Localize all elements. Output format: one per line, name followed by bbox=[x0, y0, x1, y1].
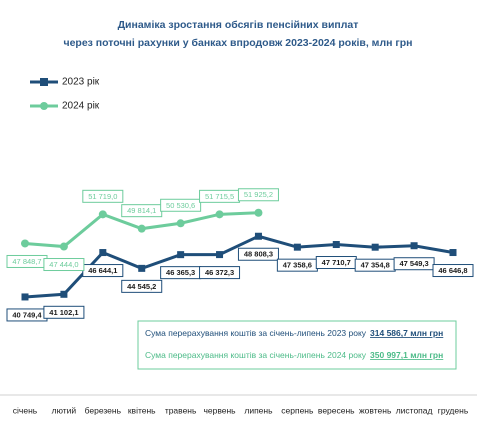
series-line bbox=[24, 234, 454, 299]
legend-label: 2023 рік bbox=[62, 77, 100, 88]
point-marker bbox=[138, 264, 146, 272]
chart-subtitle: через поточні рахунки у банках впродовж … bbox=[63, 37, 412, 49]
annotation-box bbox=[137, 320, 457, 370]
x-tick-label: квітень bbox=[128, 405, 156, 415]
point-marker bbox=[254, 208, 263, 217]
legend-label: 2024 рік bbox=[62, 101, 100, 112]
data-label: 48 808,3 bbox=[244, 250, 273, 259]
point-marker bbox=[332, 241, 340, 249]
x-tick-label: травень bbox=[165, 405, 197, 415]
data-label-box bbox=[237, 247, 279, 261]
x-tick-label: липень bbox=[244, 405, 273, 415]
data-label: 46 646,8 bbox=[438, 266, 467, 275]
data-label: 46 372,3 bbox=[205, 268, 234, 277]
data-label: 47 848,7 bbox=[12, 257, 41, 266]
x-tick-label: листопад bbox=[396, 405, 433, 415]
data-label: 44 545,2 bbox=[127, 282, 156, 291]
data-label: 47 444,0 bbox=[49, 260, 78, 269]
point-marker bbox=[449, 249, 457, 257]
point-marker bbox=[137, 224, 146, 233]
point-marker bbox=[60, 290, 68, 298]
point-marker bbox=[410, 242, 418, 250]
x-tick-label: червень bbox=[203, 405, 236, 415]
data-label: 51 925,2 bbox=[244, 190, 273, 199]
data-label: 47 549,3 bbox=[399, 259, 428, 268]
point-marker bbox=[371, 243, 379, 251]
annotation: Сума перерахування коштів за січень-липе… bbox=[145, 350, 443, 360]
x-tick-label: січень bbox=[13, 405, 38, 415]
data-label-box bbox=[82, 189, 124, 203]
annotation-value: 350 997,1 млн грн bbox=[370, 350, 443, 360]
data-label-box bbox=[237, 188, 279, 202]
annotation-text: Сума перерахування коштів за січень-липе… bbox=[145, 328, 367, 338]
x-tick-label: березень bbox=[85, 405, 122, 415]
x-tick-label: серпень bbox=[281, 405, 314, 415]
annotation-value: 314 586,7 млн грн bbox=[370, 328, 443, 338]
data-label: 51 719,0 bbox=[88, 192, 117, 201]
data-label-box bbox=[432, 264, 474, 278]
chart-title: Динаміка зростання обсягів пенсійних вип… bbox=[118, 19, 359, 31]
data-label: 40 749,4 bbox=[12, 310, 42, 319]
data-label-box bbox=[393, 257, 435, 271]
annotation: Сума перерахування коштів за січень-липе… bbox=[145, 328, 443, 338]
data-label: 50 530,6 bbox=[166, 201, 195, 210]
point-marker bbox=[215, 210, 224, 219]
point-marker bbox=[177, 251, 185, 259]
point-marker bbox=[99, 249, 107, 257]
data-label: 47 358,6 bbox=[283, 261, 312, 270]
data-label: 51 715,5 bbox=[205, 192, 234, 201]
data-label-box bbox=[121, 279, 163, 293]
point-marker bbox=[98, 210, 107, 219]
data-label-box bbox=[160, 198, 202, 212]
data-label-box bbox=[199, 266, 241, 280]
point-marker bbox=[59, 242, 68, 251]
legend-marker bbox=[40, 78, 48, 86]
x-tick-label: вересень bbox=[318, 405, 355, 415]
data-label: 47 710,7 bbox=[322, 258, 351, 267]
point-marker bbox=[21, 239, 29, 248]
data-label-box bbox=[43, 305, 85, 319]
point-marker bbox=[176, 219, 185, 228]
point-marker bbox=[293, 243, 301, 251]
data-label: 49 814,1 bbox=[127, 206, 156, 215]
x-tick-label: грудень bbox=[438, 405, 469, 415]
point-marker bbox=[254, 232, 262, 240]
point-marker bbox=[216, 251, 224, 259]
data-label: 41 102,1 bbox=[49, 308, 78, 317]
x-tick-label: жовтень bbox=[359, 405, 392, 415]
data-label: 46 365,3 bbox=[166, 268, 195, 277]
data-label: 47 354,8 bbox=[361, 261, 390, 270]
legend-marker bbox=[40, 102, 48, 110]
x-tick-label: лютий bbox=[52, 405, 77, 415]
point-marker bbox=[21, 293, 29, 301]
data-label: 46 644,1 bbox=[88, 266, 117, 275]
annotation-text: Сума перерахування коштів за січень-липе… bbox=[145, 350, 367, 360]
data-label-box bbox=[43, 258, 85, 272]
